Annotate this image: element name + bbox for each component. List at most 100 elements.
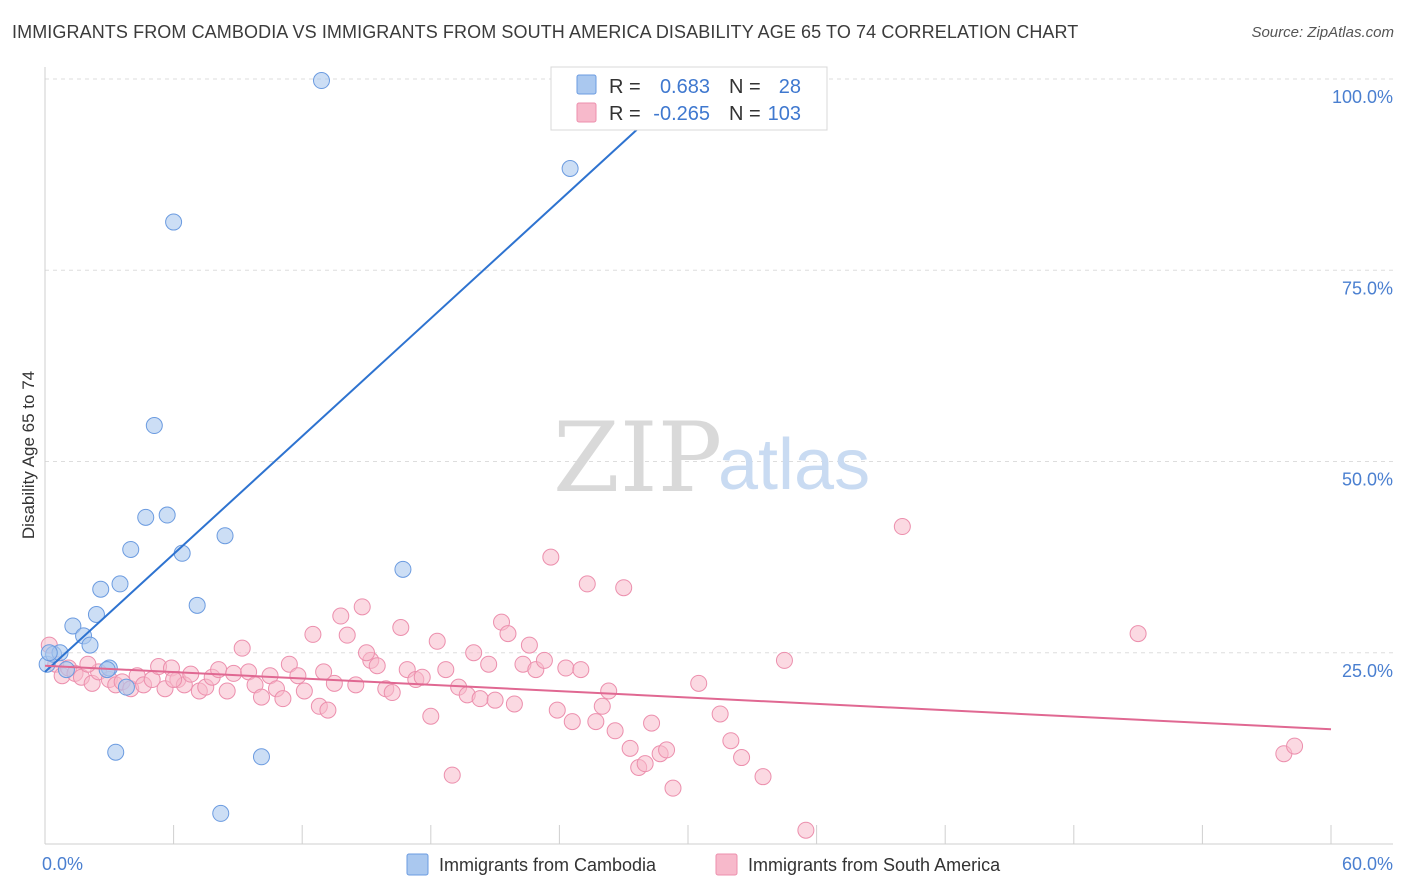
south-america-point — [520, 636, 538, 654]
x-tick-labels: 0.0% 60.0% — [42, 854, 1393, 874]
south-america-point — [347, 676, 365, 694]
south-america-point — [557, 659, 575, 677]
south-america-point — [383, 684, 401, 702]
legend-r-label-cambodia: R = — [609, 76, 641, 98]
legend-swatch-south-america — [576, 102, 597, 123]
y-tick-label: 25.0% — [1342, 661, 1393, 681]
south-america-point — [233, 639, 251, 657]
cambodia-point — [173, 544, 191, 562]
south-america-point — [165, 671, 183, 689]
south-america-point — [643, 714, 661, 732]
cambodia-point — [64, 617, 82, 635]
south-america-point — [775, 651, 793, 669]
south-america-point — [548, 701, 566, 719]
south-america-point — [358, 644, 375, 662]
south-america-point — [280, 655, 298, 673]
cambodia-point — [394, 560, 412, 578]
south-america-point — [711, 705, 729, 723]
cambodia-point — [137, 508, 155, 526]
south-america-point — [542, 548, 560, 566]
south-america-point — [289, 667, 307, 685]
watermark-atlas: atlas — [718, 425, 870, 505]
south-america-point — [437, 661, 455, 679]
legend-r-label-south-america: R = — [609, 103, 641, 125]
y-tick-label: 50.0% — [1342, 470, 1393, 490]
bottom-legend: Immigrants from Cambodia Immigrants from… — [406, 853, 1001, 876]
south-america-point — [499, 625, 517, 643]
bottom-legend-label-south-america: Immigrants from South America — [748, 855, 1001, 875]
x-tick-label: 60.0% — [1342, 854, 1393, 874]
chart-title: IMMIGRANTS FROM CAMBODIA VS IMMIGRANTS F… — [12, 22, 1079, 42]
south-america-point — [621, 739, 639, 757]
x-tick-label: 0.0% — [42, 854, 83, 874]
south-america-point — [1286, 737, 1304, 755]
watermark: ZIP atlas — [553, 402, 870, 514]
south-america-point — [563, 713, 581, 731]
south-america-point — [274, 690, 292, 708]
cambodia-point — [188, 596, 206, 614]
south-america-point — [606, 722, 624, 740]
cambodia-points — [38, 72, 579, 822]
grid-lines — [45, 78, 1393, 654]
south-america-point — [615, 579, 633, 597]
cambodia-trend-line — [44, 82, 689, 673]
legend-r-value-cambodia: 0.683 — [660, 76, 710, 98]
cambodia-point — [165, 213, 183, 231]
south-america-point — [319, 701, 337, 719]
stats-legend: R = 0.683 N = 28 R = -0.265 N = 103 — [550, 66, 828, 131]
south-america-point — [893, 518, 911, 536]
south-america-trend-line — [44, 664, 1332, 731]
cambodia-point — [117, 678, 135, 696]
south-america-point — [353, 598, 371, 616]
south-america-point — [392, 619, 410, 637]
south-america-point — [315, 663, 333, 681]
bottom-legend-label-cambodia: Immigrants from Cambodia — [439, 855, 657, 875]
south-america-point — [465, 644, 483, 662]
south-america-point — [733, 749, 751, 767]
south-america-point — [368, 657, 386, 675]
south-america-point — [572, 661, 590, 679]
y-tick-label: 100.0% — [1332, 87, 1393, 107]
cambodia-point — [158, 506, 176, 524]
south-america-points — [40, 518, 1304, 839]
south-america-point — [422, 707, 440, 725]
south-america-point — [443, 766, 461, 784]
south-america-point — [252, 688, 270, 706]
south-america-point — [486, 691, 504, 709]
watermark-zip: ZIP — [553, 402, 722, 514]
south-america-point — [338, 626, 356, 644]
south-america-point — [225, 664, 243, 682]
stats-legend-frame — [550, 66, 828, 131]
bottom-legend-swatch-cambodia — [406, 853, 429, 876]
south-america-point — [480, 655, 498, 673]
south-america-point — [578, 575, 596, 593]
cambodia-point — [212, 804, 230, 822]
south-america-point — [690, 674, 708, 692]
legend-swatch-cambodia — [576, 74, 597, 95]
south-america-point — [722, 732, 740, 750]
south-america-point — [600, 682, 618, 700]
cambodia-point — [145, 417, 163, 435]
legend-n-label-south-america: N = — [729, 103, 761, 125]
y-tick-label: 75.0% — [1342, 278, 1393, 298]
south-america-point — [658, 741, 676, 759]
south-america-point — [295, 682, 313, 700]
legend-n-value-south-america: 103 — [768, 103, 801, 125]
south-america-point — [664, 779, 682, 797]
south-america-point — [79, 655, 97, 673]
south-america-point — [754, 768, 772, 786]
cambodia-point — [312, 72, 330, 90]
trend-lines — [44, 82, 1332, 731]
cambodia-point — [122, 540, 140, 558]
cambodia-point — [111, 575, 129, 593]
south-america-point — [304, 625, 322, 643]
cambodia-point — [87, 606, 105, 623]
south-america-point — [587, 713, 605, 731]
south-america-point — [535, 651, 553, 669]
south-america-point — [428, 632, 446, 650]
cambodia-point — [561, 160, 579, 178]
cambodia-point — [40, 644, 58, 662]
bottom-legend-swatch-south-america — [715, 853, 738, 876]
